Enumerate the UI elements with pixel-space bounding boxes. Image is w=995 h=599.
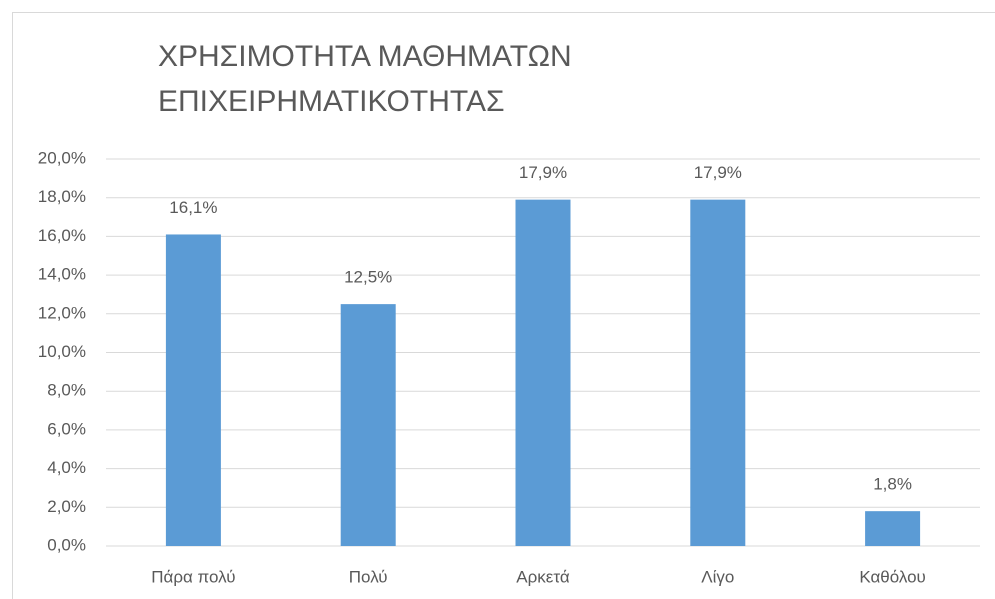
y-tick-label: 0,0% bbox=[47, 535, 86, 554]
bar bbox=[340, 304, 396, 546]
data-label: 1,8% bbox=[873, 475, 912, 494]
y-tick-label: 18,0% bbox=[38, 187, 86, 206]
bar bbox=[515, 199, 571, 546]
data-label: 17,9% bbox=[519, 163, 567, 182]
y-tick-label: 12,0% bbox=[38, 303, 86, 322]
x-tick-label: Αρκετά bbox=[516, 567, 570, 586]
y-tick-label: 20,0% bbox=[38, 148, 86, 167]
y-tick-label: 16,0% bbox=[38, 226, 86, 245]
data-label: 17,9% bbox=[694, 163, 742, 182]
y-tick-label: 6,0% bbox=[47, 419, 86, 438]
y-tick-label: 10,0% bbox=[38, 342, 86, 361]
x-tick-label: Λίγο bbox=[701, 567, 734, 586]
data-label: 16,1% bbox=[169, 198, 217, 217]
x-tick-label: Πάρα πολύ bbox=[151, 567, 235, 586]
y-tick-label: 2,0% bbox=[47, 497, 86, 516]
data-label: 12,5% bbox=[344, 268, 392, 287]
bar bbox=[690, 199, 746, 546]
chart-title: ΧΡΗΣΙΜΟΤΗΤΑ ΜΑΘΗΜΑΤΩΝ ΕΠΙΧΕΙΡΗΜΑΤΙΚΟΤΗΤΑ… bbox=[158, 40, 572, 118]
x-tick-label: Πολύ bbox=[349, 567, 388, 586]
y-tick-label: 4,0% bbox=[47, 458, 86, 477]
bar bbox=[865, 511, 921, 546]
x-tick-label: Καθόλου bbox=[859, 567, 926, 586]
y-tick-label: 14,0% bbox=[38, 265, 86, 284]
y-tick-label: 8,0% bbox=[47, 381, 86, 400]
bar bbox=[165, 234, 221, 546]
